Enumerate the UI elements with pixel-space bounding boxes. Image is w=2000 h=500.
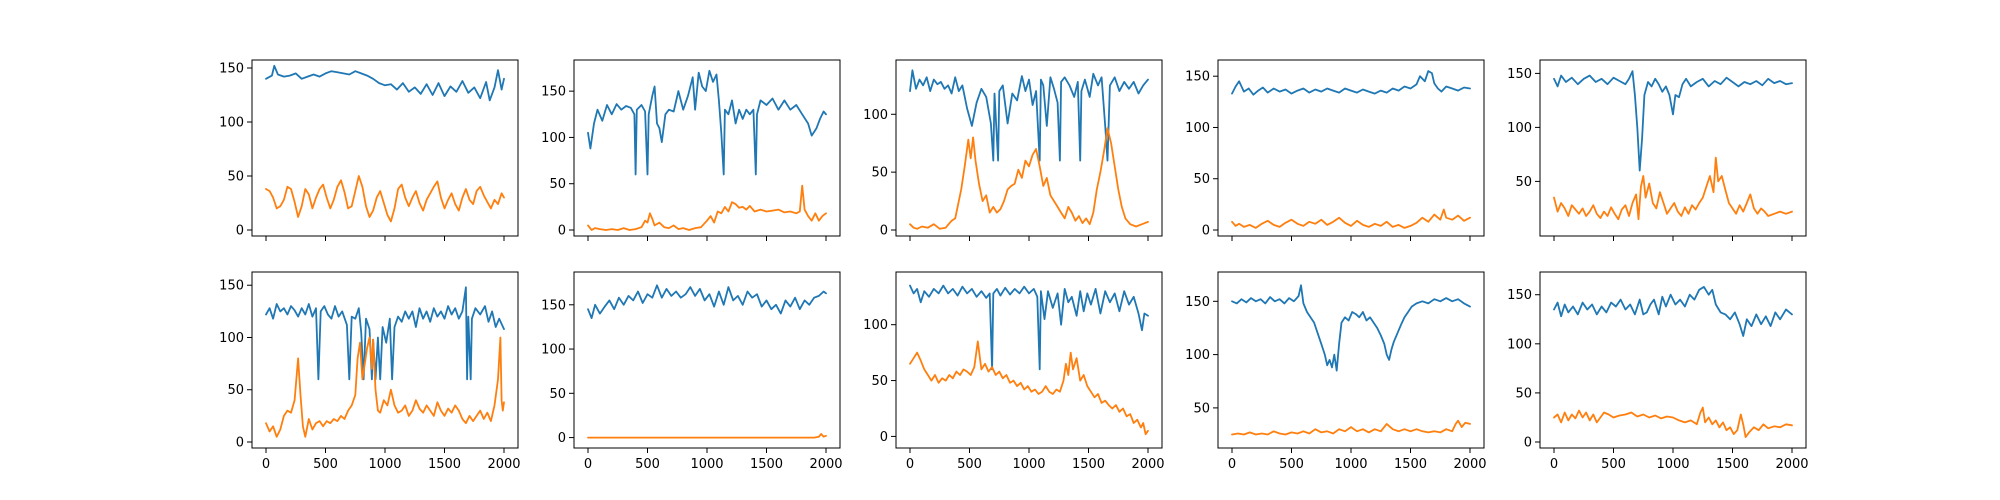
y-tick-label: 100	[541, 343, 566, 358]
x-tick-label: 1500	[750, 457, 783, 472]
subplot-4-series-2-line	[1231, 208, 1471, 229]
y-tick-label: 50	[1193, 401, 1210, 416]
subplot-3-series-2-line	[909, 127, 1149, 230]
subplot-6-series-1-line	[265, 286, 505, 381]
subplot-1: 0 50 100 150	[219, 59, 519, 241]
y-tick-label: 100	[541, 131, 566, 146]
x-tick-label: 2000	[1453, 457, 1486, 472]
y-tick-label: 50	[1515, 386, 1532, 401]
x-tick-label: 0	[906, 457, 914, 472]
x-tick-label: 1000	[690, 457, 723, 472]
y-tick-label: 150	[1185, 295, 1210, 310]
subplot-6-series-2-line	[265, 336, 505, 438]
y-tick-label: 150	[219, 62, 244, 77]
x-tick-label: 2000	[1775, 457, 1808, 472]
subplot-3: 0 50 100	[863, 59, 1163, 241]
subplot-4: 0 50 100 150	[1185, 59, 1485, 241]
subplot-1-series-1-line	[265, 64, 505, 102]
x-tick-label: 1000	[1656, 457, 1689, 472]
x-tick-label: 0	[1228, 457, 1236, 472]
y-tick-label: 100	[863, 108, 888, 123]
y-tick-label: 150	[541, 298, 566, 313]
subplot-2-series-1-line	[587, 69, 827, 176]
y-tick-label: 150	[219, 279, 244, 294]
y-tick-label: 100	[863, 318, 888, 333]
x-tick-label: 500	[635, 457, 660, 472]
x-tick-label: 0	[584, 457, 592, 472]
subplot-5-series-2-line	[1553, 156, 1793, 221]
y-tick-label: 0	[880, 430, 888, 445]
x-tick-label: 1000	[1012, 457, 1045, 472]
x-tick-label: 500	[957, 457, 982, 472]
y-tick-label: 0	[236, 224, 244, 239]
y-tick-label: 150	[1507, 288, 1532, 303]
subplot-5-series-1-line	[1553, 70, 1793, 172]
y-tick-label: 100	[219, 116, 244, 131]
y-tick-label: 0	[1202, 224, 1210, 239]
y-tick-label: 150	[1507, 67, 1532, 82]
y-tick-label: 50	[1193, 172, 1210, 187]
x-tick-label: 1000	[1334, 457, 1367, 472]
y-tick-label: 100	[1507, 337, 1532, 352]
x-tick-label: 500	[1279, 457, 1304, 472]
y-tick-label: 50	[227, 383, 244, 398]
subplot-2: 0 50 100 150	[541, 59, 841, 241]
y-tick-label: 0	[236, 436, 244, 451]
y-tick-label: 50	[871, 166, 888, 181]
y-tick-label: 0	[558, 431, 566, 446]
subplot-7-series-2-line	[587, 433, 827, 439]
x-tick-label: 0	[1550, 457, 1558, 472]
y-tick-label: 0	[880, 224, 888, 239]
y-tick-label: 50	[549, 177, 566, 192]
x-tick-label: 500	[313, 457, 338, 472]
subplot-8-series-1-line	[909, 284, 1149, 371]
y-tick-label: 100	[1185, 348, 1210, 363]
y-tick-label: 100	[1507, 121, 1532, 136]
y-tick-label: 150	[1185, 70, 1210, 85]
subplot-8-series-2-line	[909, 340, 1149, 436]
x-tick-label: 1500	[1716, 457, 1749, 472]
x-tick-label: 1500	[1394, 457, 1427, 472]
subplot-7-series-1-line	[587, 284, 827, 320]
x-tick-label: 2000	[809, 457, 842, 472]
x-tick-label: 0	[262, 457, 270, 472]
y-tick-label: 0	[1524, 436, 1532, 451]
y-tick-label: 50	[871, 374, 888, 389]
x-tick-label: 2000	[1131, 457, 1164, 472]
subplot-3-series-1-line	[909, 69, 1149, 162]
y-tick-label: 100	[219, 331, 244, 346]
y-tick-label: 100	[1185, 121, 1210, 136]
subplot-2-series-2-line	[587, 184, 827, 231]
subplot-10-series-2-line	[1553, 406, 1793, 439]
subplot-5: 50 100 150	[1507, 59, 1807, 241]
x-tick-label: 1500	[1072, 457, 1105, 472]
subplot-9-series-2-line	[1231, 419, 1471, 436]
x-tick-label: 1500	[428, 457, 461, 472]
y-tick-label: 0	[558, 224, 566, 239]
subplot-1-series-2-line	[265, 175, 505, 223]
x-tick-label: 500	[1601, 457, 1626, 472]
y-tick-label: 50	[1515, 175, 1532, 190]
y-tick-label: 50	[549, 387, 566, 402]
subplot-10-series-1-line	[1553, 285, 1793, 337]
subplot-4-series-1-line	[1231, 70, 1471, 96]
y-tick-label: 150	[541, 85, 566, 100]
x-tick-label: 2000	[487, 457, 520, 472]
subplot-9-series-1-line	[1231, 284, 1471, 372]
y-tick-label: 50	[227, 170, 244, 185]
x-tick-label: 1000	[368, 457, 401, 472]
